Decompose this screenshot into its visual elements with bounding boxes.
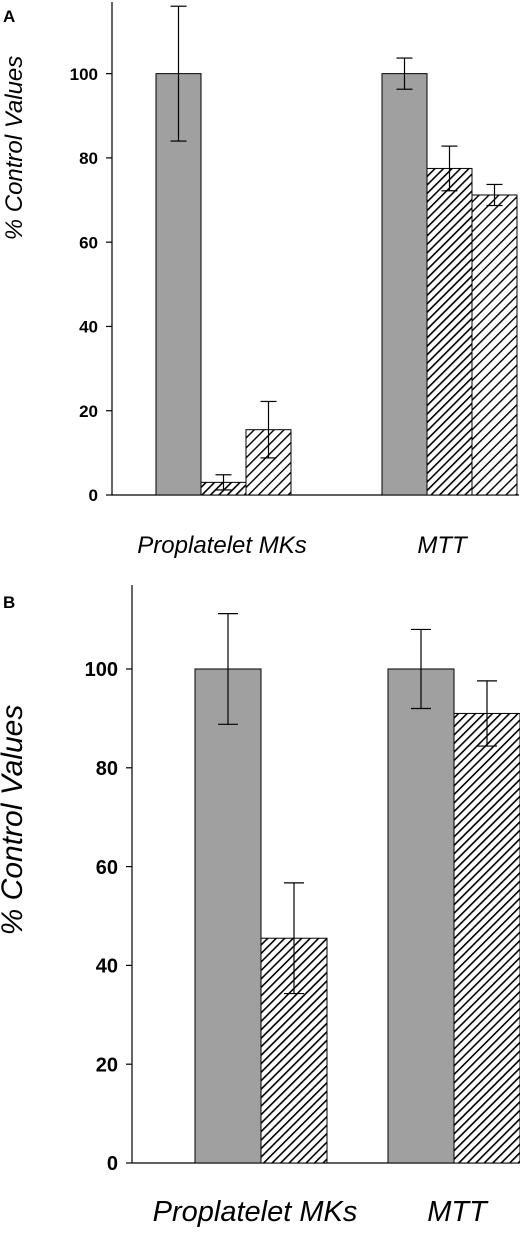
bar xyxy=(426,167,473,496)
panel-a: A % Control Values 0 20 40 60 80 100 Proplate… xyxy=(1,2,519,559)
y-axis-label: % Control Values xyxy=(0,705,29,936)
y-tick-label: 0 xyxy=(89,486,98,505)
bar xyxy=(471,194,518,496)
bar xyxy=(155,73,202,496)
y-tick-label: 40 xyxy=(79,318,98,337)
y-axis-label: % Control Values xyxy=(1,56,28,241)
y-tick-label: 40 xyxy=(96,956,118,978)
category-label: MTT xyxy=(427,1196,489,1228)
y-tick-label: 0 xyxy=(107,1153,118,1175)
y-tick-label: 20 xyxy=(79,402,98,421)
bar xyxy=(381,73,428,496)
y-tick-label: 20 xyxy=(96,1054,118,1076)
panel-letter: B xyxy=(3,593,15,612)
bar xyxy=(453,712,520,1164)
plot-area: 0 20 40 60 80 100 xyxy=(70,2,519,505)
panel-letter: A xyxy=(3,7,15,26)
y-tick-label: 60 xyxy=(96,857,118,879)
y-tick-label: 80 xyxy=(96,758,118,780)
y-tick-label: 100 xyxy=(85,659,118,681)
panel-b: B % Control Values 0 20 40 60 80 100 Proplate… xyxy=(0,585,520,1228)
category-label: Proplatelet MKs xyxy=(153,1196,358,1228)
category-label: MTT xyxy=(417,532,469,559)
category-label: Proplatelet MKs xyxy=(137,532,306,559)
y-tick-label: 80 xyxy=(79,149,98,168)
y-tick-label: 60 xyxy=(79,233,98,252)
bar xyxy=(194,668,262,1164)
y-tick-label: 100 xyxy=(70,65,98,84)
plot-area: 0 20 40 60 80 100 xyxy=(85,585,520,1175)
bar xyxy=(387,668,455,1164)
